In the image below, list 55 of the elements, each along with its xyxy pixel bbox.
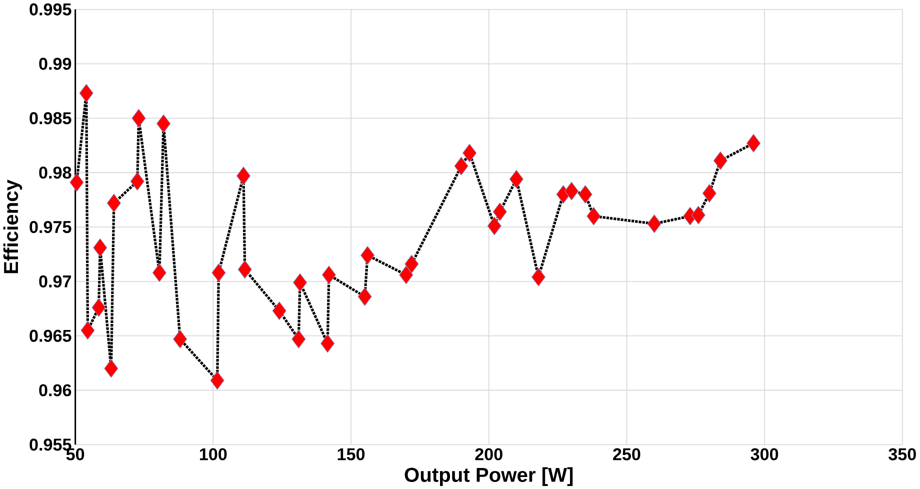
point — [292, 273, 308, 292]
point — [462, 144, 477, 162]
point — [132, 108, 146, 128]
y-tick-label: 0.995 — [30, 3, 72, 16]
point — [272, 301, 286, 320]
point — [746, 134, 761, 152]
point — [360, 246, 375, 264]
x-tick-label: 350 — [888, 448, 916, 460]
point — [236, 166, 251, 186]
point — [104, 359, 118, 378]
x-tick-label: 150 — [338, 448, 365, 460]
point — [92, 298, 106, 317]
x-axis-title: Output Power [W] — [404, 467, 573, 486]
point — [578, 184, 592, 204]
point — [292, 330, 306, 348]
point — [454, 156, 468, 176]
point — [404, 254, 419, 274]
point — [713, 151, 728, 170]
point — [80, 320, 95, 340]
y-axis-title: Efficiency — [3, 179, 22, 274]
x-tick-label: 250 — [613, 448, 640, 460]
y-tick-label: 0.975 — [30, 220, 72, 233]
point — [106, 194, 121, 212]
x-tick-label: 300 — [750, 448, 778, 460]
point — [564, 182, 579, 200]
point — [173, 330, 188, 348]
x-tick-label: 100 — [200, 448, 227, 460]
y-tick-label: 0.98 — [39, 166, 72, 179]
point — [322, 265, 336, 284]
point — [238, 260, 252, 279]
point — [702, 184, 716, 202]
point — [487, 216, 502, 236]
point — [647, 214, 662, 233]
point — [130, 172, 144, 190]
point — [320, 334, 335, 353]
x-tick-label: 200 — [475, 448, 502, 460]
point — [212, 263, 226, 282]
point — [586, 206, 601, 226]
point — [70, 172, 84, 192]
y-tick-label: 0.97 — [39, 275, 71, 288]
point — [210, 370, 224, 390]
point — [531, 268, 546, 286]
point — [399, 265, 414, 284]
point — [152, 263, 166, 282]
y-tick-label: 0.96 — [39, 384, 72, 396]
point — [79, 84, 94, 102]
y-tick-label: 0.965 — [30, 330, 72, 342]
point — [492, 202, 507, 221]
point — [509, 170, 524, 188]
point — [156, 114, 171, 133]
point — [691, 206, 706, 224]
y-tick-label: 0.99 — [39, 58, 72, 70]
y-tick-label: 0.985 — [30, 112, 72, 124]
point — [358, 287, 372, 306]
point — [93, 238, 108, 257]
